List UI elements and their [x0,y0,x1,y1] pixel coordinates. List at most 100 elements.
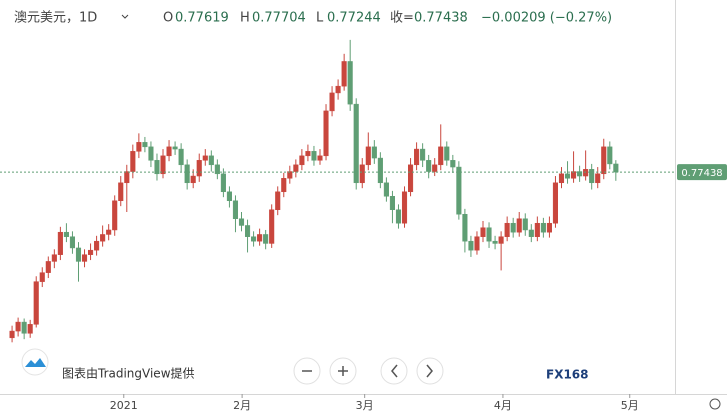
candle-body [414,148,420,166]
candle-body [160,155,166,175]
credit-text[interactable]: 图表由TradingView提供 [62,366,195,381]
candle-body [130,151,136,172]
candle-body [148,146,154,161]
open-key: O [163,11,173,26]
candle-body [540,222,546,233]
candle-body [444,146,450,161]
candle-body [504,222,510,237]
candle-body [51,254,57,262]
candle-body [27,324,33,334]
candle-body [371,146,377,159]
candle-body [81,254,88,262]
candle-body [269,209,275,244]
candle-body [45,261,51,273]
candle-body [365,146,371,166]
candle-body [426,160,432,172]
candle-body [516,218,522,233]
settings-icon[interactable] [709,398,721,410]
candle-body [341,61,347,87]
candle-body [498,236,504,244]
candle-body [420,148,426,161]
candle-body [401,191,408,224]
scroll-right-button[interactable] [416,357,444,385]
candle-body [178,148,184,166]
candle-body [172,146,178,150]
tv-logo-bg [21,348,49,376]
candle-body [9,330,15,339]
fx168-logo: FX168 [546,368,589,382]
high-value: 0.77704 [252,11,306,26]
candle-body [335,85,341,94]
candle-body [589,169,595,184]
candle-body [595,173,601,184]
candle-body [184,164,190,184]
candle-body [94,240,100,251]
candle-body [389,196,395,210]
candle-body [450,160,456,168]
candle-body [257,234,263,242]
candle-body [558,173,565,184]
candle-body [552,182,559,224]
candle-body [21,321,27,334]
candle-body [238,218,245,226]
close-value: 0.77438 [414,11,468,26]
candle-body [251,236,257,242]
candle-body [347,61,353,105]
x-tick-label: 5月 [621,399,639,412]
candle-body [39,272,45,282]
candle-body [232,200,239,219]
candle-body [124,171,130,184]
candle-body [462,213,468,242]
left-icon [391,364,398,378]
ohlc-legend: O 0.77619 H 0.77704 L 0.77244 收= 0.77438… [163,11,612,26]
low-value: 0.77244 [327,11,381,26]
candle-body [15,321,21,332]
candle-body [329,92,335,112]
candle-body [106,229,112,235]
candle-body [293,164,299,172]
candle-body [395,209,402,224]
last-price-label: 0.77438 [681,168,722,179]
candle-body [323,110,329,157]
candle-body [456,166,462,215]
candle-body [118,182,124,202]
scroll-left-button[interactable] [380,357,408,385]
candle-body [220,173,226,193]
candle-body [546,222,552,233]
candle-body [281,178,287,193]
candle-body [486,227,492,242]
x-tick-label: 2月 [233,399,251,412]
candle-body [317,155,323,161]
candle-body [564,173,571,179]
candle-body [577,171,583,177]
candle-body [226,191,232,202]
candle-body [377,157,383,184]
candle-body [311,151,317,161]
candle-body [88,249,94,255]
candle-body [432,164,438,172]
candle-body [305,151,311,157]
candle-body [607,146,613,165]
candle-body [383,182,389,197]
close-key: 收= [390,11,414,26]
candle-body [468,240,474,251]
candle-body [492,240,498,244]
candle-body [613,163,619,173]
candle-body [263,234,269,244]
candle-body [287,171,293,179]
high-key: H [240,11,250,26]
candle-body [353,103,359,184]
tv-logo [25,358,46,367]
candle-body [196,160,202,177]
candle-body [202,155,208,161]
candle-body [136,142,142,152]
candle-body [190,175,196,184]
symbol[interactable]: 澳元美元，1D [14,10,97,26]
candle-body [63,231,69,237]
candle-body [142,142,148,148]
candle-body [214,164,220,175]
dropdown-arrow[interactable] [121,14,129,19]
tradingview-credit[interactable]: 图表由TradingView提供 [21,348,195,381]
low-key: L [316,11,324,26]
